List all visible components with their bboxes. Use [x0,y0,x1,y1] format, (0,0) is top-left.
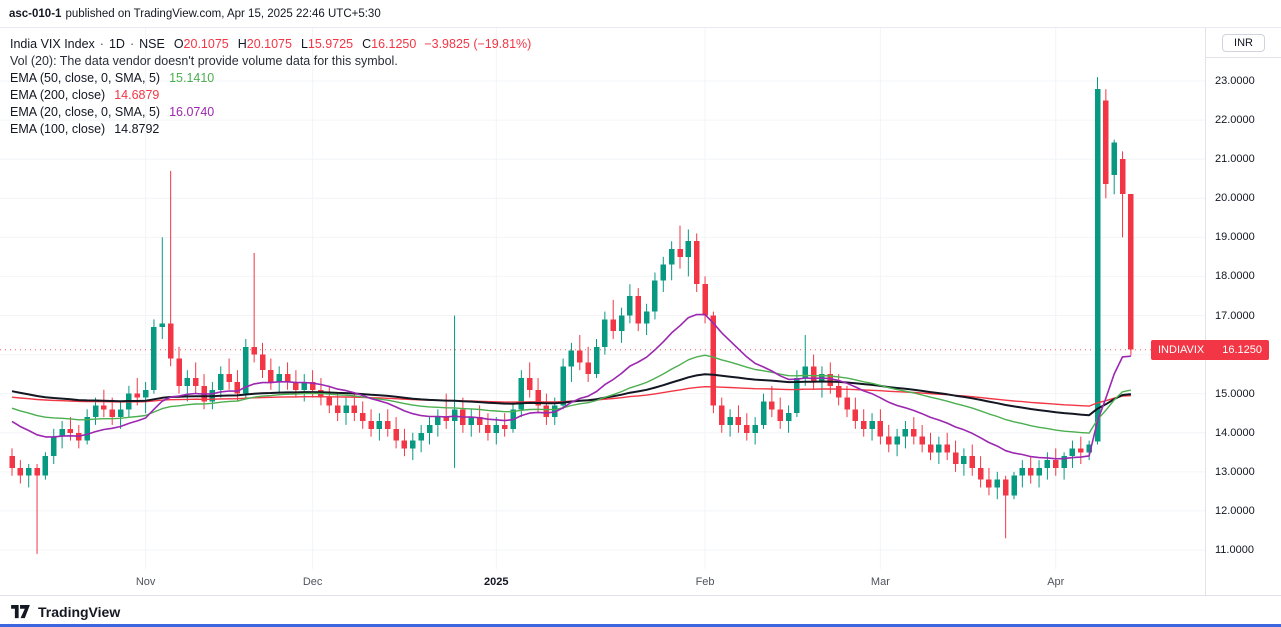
publish-info: published on TradingView.com, Apr 15, 20… [65,7,381,20]
interval-label[interactable]: 1D [108,36,125,51]
price-axis-label: 23.0000 [1215,75,1255,87]
ema200-legend-row[interactable]: EMA (200, close) 14.6879 [10,86,531,103]
publication-id: asc-010-1 [9,7,62,20]
low-label: L [300,36,308,51]
price-axis-label: 12.0000 [1215,504,1255,517]
ema20-label[interactable]: EMA (20, close, 0, SMA, 5) [10,104,161,119]
bottom-edge [0,624,1281,627]
ema20-legend-row[interactable]: EMA (20, close, 0, SMA, 5) 16.0740 [10,103,531,120]
close-value: 16.1250 [371,36,417,51]
last-price-tag: INDIAVIX 16.1250 [1151,339,1269,360]
candlestick-chart[interactable] [0,28,1281,595]
ema50-value: 15.1410 [169,70,215,85]
open-value: 20.1075 [183,36,229,51]
time-axis-label-Feb[interactable]: Feb [695,576,715,588]
price-axis-label: 22.0000 [1215,114,1255,127]
tradingview-logo-icon[interactable] [10,604,31,619]
ema100-legend-row[interactable]: EMA (100, close) 14.8792 [10,120,531,137]
time-axis-label-Dec[interactable]: Dec [302,576,323,588]
price-axis-header: INR [1206,28,1281,58]
close-label: C [362,36,372,51]
chart-area[interactable]: India VIX Index · 1D · NSE O20.1075 H20.… [0,28,1281,595]
price-axis-label: 14.0000 [1215,426,1255,439]
footer: TradingView [0,595,1281,627]
price-tag-value: 16.1250 [1222,343,1262,356]
price-axis-label: 20.0000 [1215,192,1255,205]
separator-dot: · [99,36,104,51]
time-axis-label-Nov[interactable]: Nov [135,576,156,588]
price-axis[interactable]: INR 23.0000 22.0000 21.0000 20.0000 19.0000 1… [1205,28,1281,595]
price-axis-label: 11.0000 [1215,544,1254,556]
time-axis-label-Apr[interactable]: Apr [1047,576,1065,588]
publish-bar: asc-010-1 published on TradingView.com, … [0,0,1281,28]
price-axis-label: 18.0000 [1215,270,1255,283]
change-value: −3.9825 (−19.81%) [424,36,532,51]
ema20-value: 16.0740 [169,104,215,119]
time-axis[interactable]: Nov Dec 2025 Feb Mar Apr [0,569,1205,595]
open-label: O [173,36,184,51]
high-value: 20.1075 [246,36,292,51]
ema100-label[interactable]: EMA (100, close) [10,121,106,136]
ema50-label[interactable]: EMA (50, close, 0, SMA, 5) [10,70,161,85]
volume-legend-row[interactable]: Vol (20): The data vendor doesn't provid… [10,53,398,68]
tradingview-brand[interactable]: TradingView [38,603,121,620]
currency-button[interactable]: INR [1222,33,1265,52]
time-axis-label-Mar[interactable]: Mar [870,576,890,588]
symbol-name[interactable]: India VIX Index [10,36,95,51]
ema50-legend-row[interactable]: EMA (50, close, 0, SMA, 5) 15.1410 [10,69,531,86]
ema200-value: 14.6879 [114,87,160,102]
price-axis-label: 19.0000 [1215,231,1255,244]
price-axis-label: 13.0000 [1215,465,1255,478]
low-value: 15.9725 [307,36,354,51]
high-label: H [237,36,247,51]
price-axis-label: 21.0000 [1215,153,1255,166]
chart-legend: India VIX Index · 1D · NSE O20.1075 H20.… [10,35,531,137]
ema100-value: 14.8792 [114,121,160,136]
symbol-legend-row[interactable]: India VIX Index · 1D · NSE O20.1075 H20.… [10,35,531,52]
price-tag-symbol: INDIAVIX [1158,343,1205,356]
price-axis-label: 17.0000 [1215,309,1255,322]
price-axis-label: 15.0000 [1215,387,1255,400]
exchange-label[interactable]: NSE [139,36,165,51]
time-axis-label-2025[interactable]: 2025 [484,576,509,588]
ema200-label[interactable]: EMA (200, close) [10,87,106,102]
separator-dot: · [129,36,135,51]
